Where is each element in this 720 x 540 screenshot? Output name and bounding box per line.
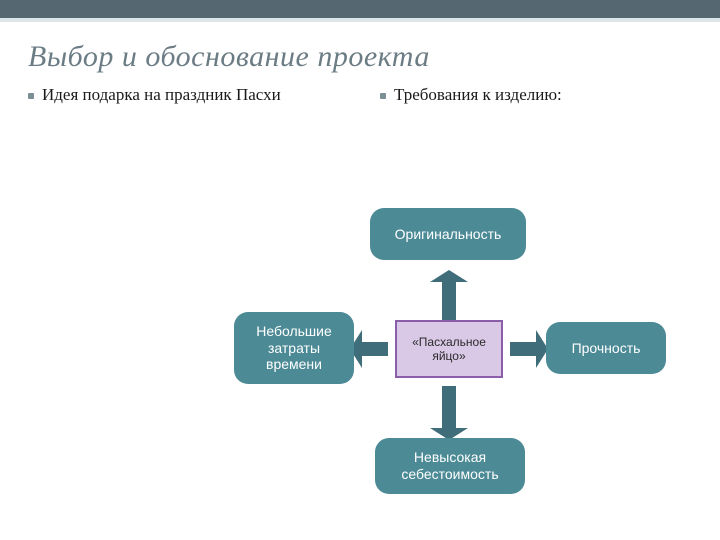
page-title: Выбор и обоснование проекта	[0, 18, 720, 84]
node-low-cost: Невысокая себестоимость	[375, 438, 525, 494]
bullet-left: Идея подарка на праздник Пасхи	[28, 84, 340, 106]
node-label: «Пасхальное яйцо»	[405, 335, 493, 364]
bullet-dot-icon	[28, 93, 34, 99]
bullet-dot-icon	[380, 93, 386, 99]
requirements-diagram: Оригинальность Прочность Невысокая себес…	[220, 200, 680, 520]
node-strength: Прочность	[546, 322, 666, 374]
node-label: Прочность	[572, 340, 641, 357]
node-originality: Оригинальность	[370, 208, 526, 260]
slide-topbar	[0, 0, 720, 18]
bullet-right: Требования к изделию:	[380, 84, 692, 106]
node-low-time: Небольшие затраты времени	[234, 312, 354, 384]
bullet-left-text: Идея подарка на праздник Пасхи	[42, 84, 281, 106]
node-label: Оригинальность	[395, 226, 502, 243]
node-center-easter-egg: «Пасхальное яйцо»	[395, 320, 503, 378]
bullet-right-text: Требования к изделию:	[394, 84, 562, 106]
node-label: Небольшие затраты времени	[242, 323, 346, 373]
bullet-row: Идея подарка на праздник Пасхи Требовани…	[0, 84, 720, 106]
node-label: Невысокая себестоимость	[383, 449, 517, 483]
